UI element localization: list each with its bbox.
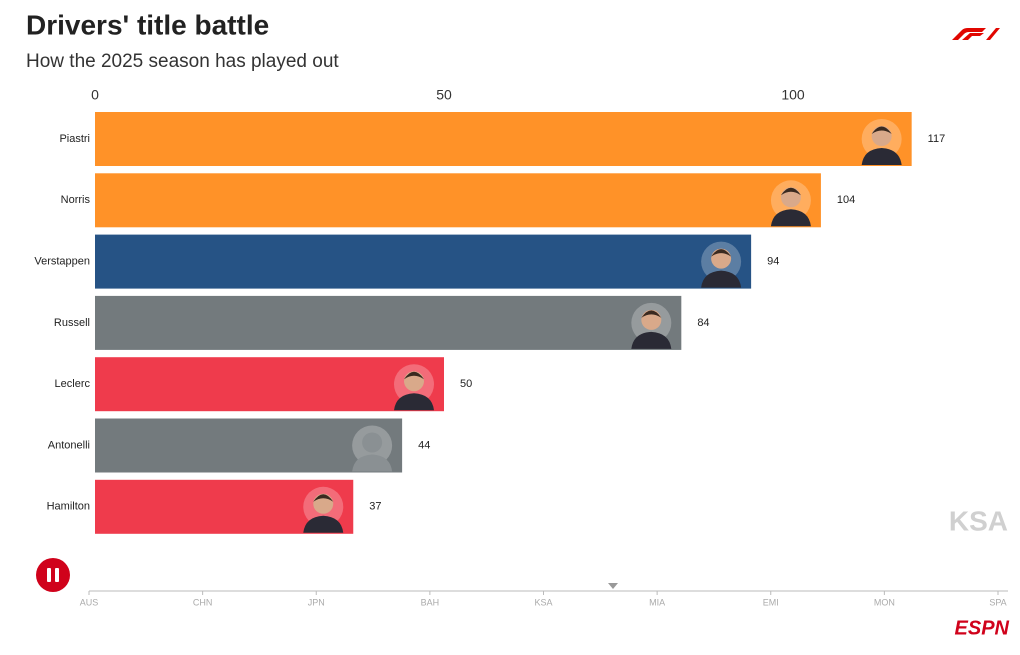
photo-body: [303, 515, 344, 533]
photo-hair: [404, 371, 424, 380]
timeline-label: BAH: [421, 597, 440, 607]
x-tick-label: 100: [781, 87, 805, 103]
photo-hair: [780, 187, 801, 196]
photo-body: [394, 393, 434, 411]
y-tick-label: Piastri: [59, 133, 90, 145]
value-label: 50: [460, 378, 472, 390]
bar: [95, 173, 821, 228]
timeline-indicator: [608, 583, 618, 589]
photo-body: [770, 209, 811, 227]
driver-photo: [352, 425, 393, 472]
photo-hair: [711, 249, 732, 257]
x-tick-label: 0: [91, 87, 99, 103]
driver-photo: [631, 302, 672, 349]
y-tick-label: Hamilton: [47, 501, 90, 513]
value-label: 117: [928, 133, 946, 145]
chart-title: Drivers' title battle: [26, 9, 269, 40]
value-label: 44: [418, 439, 430, 451]
photo-hair: [313, 494, 334, 502]
timeline-label: MON: [874, 597, 895, 607]
current-race: KSA: [949, 505, 1008, 536]
espn-logo: ESPN: [955, 617, 1010, 639]
timeline-label: KSA: [534, 597, 552, 607]
driver-photo: [303, 486, 344, 533]
driver-photo: [770, 180, 811, 227]
photo-body: [701, 270, 742, 288]
value-label: 104: [837, 194, 855, 206]
bar: [95, 234, 752, 289]
photo-hair: [871, 126, 892, 134]
y-tick-label: Leclerc: [55, 378, 91, 390]
photo-head: [362, 432, 383, 453]
timeline-label: EMI: [763, 597, 779, 607]
pause-button[interactable]: [36, 558, 70, 592]
photo-body: [352, 454, 393, 472]
value-label: 37: [369, 501, 381, 513]
timeline-label: AUS: [80, 597, 99, 607]
bar: [95, 357, 444, 412]
driver-photo: [861, 119, 902, 165]
bar: [95, 418, 403, 473]
y-tick-label: Russell: [54, 317, 90, 329]
timeline-label: SPA: [989, 597, 1006, 607]
bar: [95, 112, 912, 166]
photo-body: [861, 148, 902, 165]
value-label: 84: [697, 317, 709, 329]
value-label: 94: [767, 256, 779, 268]
photo-hair: [641, 310, 662, 318]
y-tick-label: Norris: [61, 194, 91, 206]
timeline-label: MIA: [649, 597, 665, 607]
y-tick-label: Antonelli: [48, 439, 90, 451]
driver-photo: [701, 241, 742, 288]
x-tick-label: 50: [436, 87, 452, 103]
timeline-label: CHN: [193, 597, 213, 607]
chart-subtitle: How the 2025 season has played out: [26, 51, 339, 72]
y-tick-label: Verstappen: [34, 256, 90, 268]
photo-body: [631, 331, 672, 349]
timeline-label: JPN: [308, 597, 325, 607]
bar: [95, 295, 682, 350]
f1-logo: [952, 28, 1000, 40]
driver-photo: [394, 364, 434, 411]
